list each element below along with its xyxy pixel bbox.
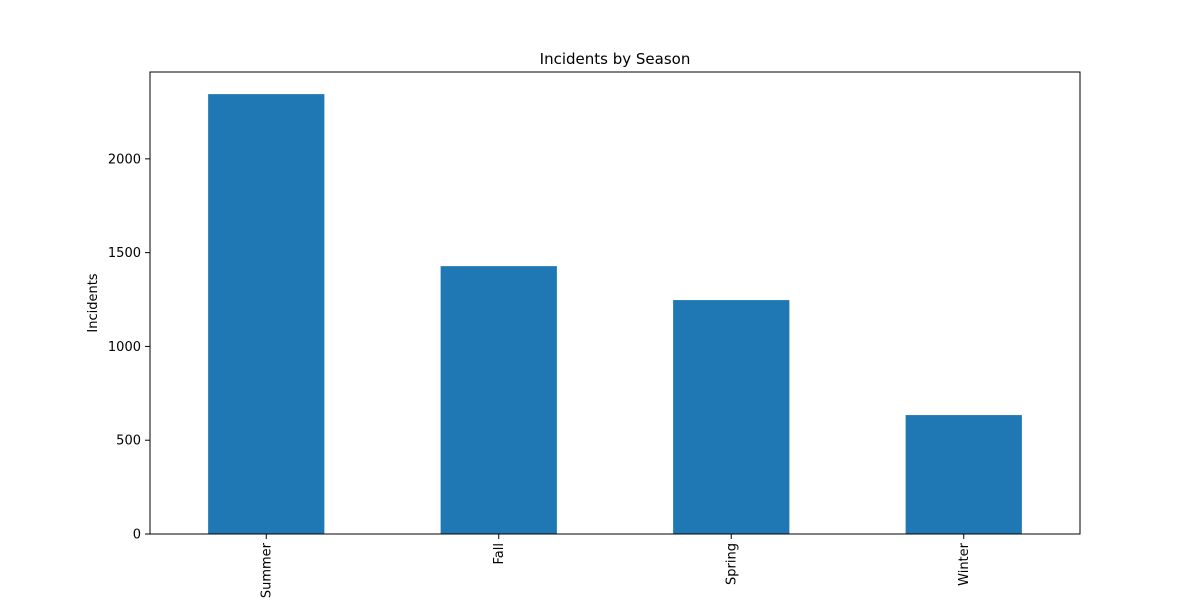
- x-tick-label: Summer: [259, 542, 274, 598]
- y-tick-label: 500: [116, 434, 141, 449]
- bar-summer: [208, 94, 325, 535]
- plot-frame: [149, 71, 1081, 535]
- y-tick-label: 1000: [108, 340, 141, 355]
- y-tick-label: 1500: [108, 246, 141, 261]
- bars-group: [208, 94, 1022, 535]
- y-axis-label: Incidents: [86, 273, 101, 332]
- x-tick-label: Spring: [724, 543, 739, 585]
- x-tick-label: Winter: [957, 542, 972, 586]
- bar-spring: [673, 300, 790, 534]
- y-tick-label: 0: [133, 528, 141, 543]
- y-tick-label: 2000: [108, 152, 141, 167]
- y-axis: 0 500 1000 1500 2000: [108, 152, 150, 543]
- x-tick-label: Fall: [492, 543, 507, 564]
- bar-fall: [440, 266, 557, 534]
- chart-title: Incidents by Season: [540, 50, 691, 68]
- x-axis: Summer Fall Spring Winter: [259, 534, 972, 598]
- bar-winter: [905, 415, 1022, 534]
